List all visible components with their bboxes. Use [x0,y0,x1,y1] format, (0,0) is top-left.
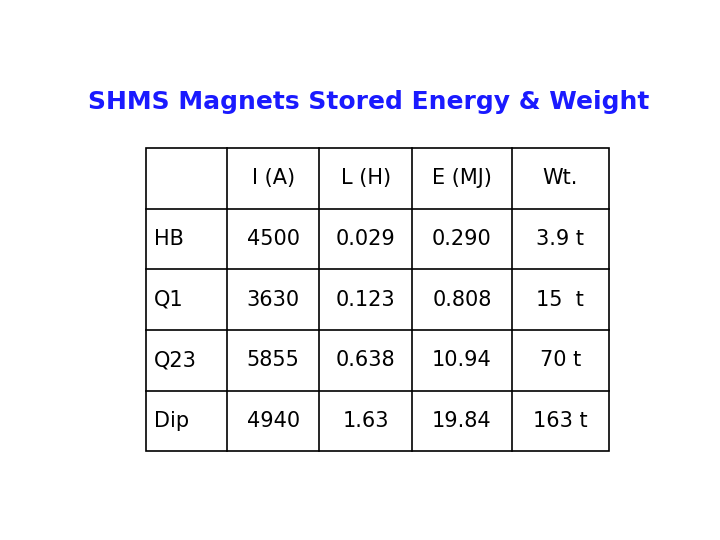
Text: SHMS Magnets Stored Energy & Weight: SHMS Magnets Stored Energy & Weight [89,90,649,114]
Text: 3.9 t: 3.9 t [536,229,585,249]
Text: Dip: Dip [154,411,189,431]
Text: E (MJ): E (MJ) [432,168,492,188]
Text: HB: HB [154,229,184,249]
Text: 3630: 3630 [247,290,300,310]
Text: 19.84: 19.84 [432,411,492,431]
Text: 0.029: 0.029 [336,229,396,249]
Text: 15  t: 15 t [536,290,584,310]
Text: Q23: Q23 [154,350,197,370]
Text: Q1: Q1 [154,290,184,310]
Text: I (A): I (A) [251,168,294,188]
Text: 5855: 5855 [247,350,300,370]
Text: Wt.: Wt. [543,168,578,188]
Text: 70 t: 70 t [540,350,581,370]
Bar [145,148,609,451]
Text: 163 t: 163 t [533,411,588,431]
Text: 0.638: 0.638 [336,350,395,370]
Text: 10.94: 10.94 [432,350,492,370]
Text: 0.123: 0.123 [336,290,395,310]
Text: L (H): L (H) [341,168,391,188]
Text: 4500: 4500 [247,229,300,249]
Text: 1.63: 1.63 [343,411,389,431]
Text: 0.290: 0.290 [432,229,492,249]
Text: 4940: 4940 [247,411,300,431]
Text: 0.808: 0.808 [432,290,492,310]
